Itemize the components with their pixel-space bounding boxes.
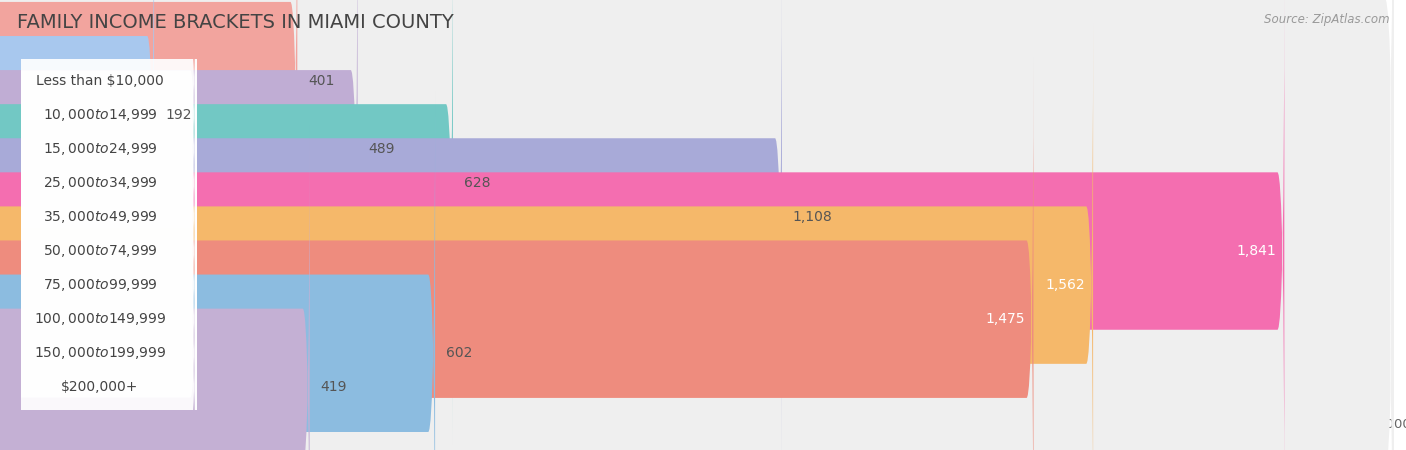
FancyBboxPatch shape xyxy=(0,0,197,343)
FancyBboxPatch shape xyxy=(0,0,197,450)
Text: 419: 419 xyxy=(321,380,347,394)
Text: 1,841: 1,841 xyxy=(1236,244,1277,258)
FancyBboxPatch shape xyxy=(0,0,357,411)
Text: $15,000 to $24,999: $15,000 to $24,999 xyxy=(42,141,157,157)
FancyBboxPatch shape xyxy=(0,0,1284,450)
Text: $100,000 to $149,999: $100,000 to $149,999 xyxy=(34,311,166,327)
Text: 628: 628 xyxy=(464,176,491,190)
Text: 1,475: 1,475 xyxy=(986,312,1025,326)
FancyBboxPatch shape xyxy=(0,0,197,446)
FancyBboxPatch shape xyxy=(0,26,1393,450)
FancyBboxPatch shape xyxy=(0,22,197,450)
FancyBboxPatch shape xyxy=(0,57,197,450)
Text: 401: 401 xyxy=(308,74,335,88)
Text: 1,562: 1,562 xyxy=(1045,278,1085,292)
FancyBboxPatch shape xyxy=(0,0,197,411)
Text: 1,108: 1,108 xyxy=(793,210,832,224)
FancyBboxPatch shape xyxy=(0,0,197,450)
Text: 602: 602 xyxy=(446,346,472,360)
FancyBboxPatch shape xyxy=(0,23,1092,450)
FancyBboxPatch shape xyxy=(0,125,309,450)
FancyBboxPatch shape xyxy=(0,0,782,450)
Text: 192: 192 xyxy=(165,108,191,122)
FancyBboxPatch shape xyxy=(0,0,453,445)
Text: $50,000 to $74,999: $50,000 to $74,999 xyxy=(42,243,157,259)
FancyBboxPatch shape xyxy=(0,0,197,377)
FancyBboxPatch shape xyxy=(0,91,197,450)
FancyBboxPatch shape xyxy=(0,0,1393,408)
Text: $150,000 to $199,999: $150,000 to $199,999 xyxy=(34,345,166,361)
Text: $200,000+: $200,000+ xyxy=(62,380,139,394)
Text: $25,000 to $34,999: $25,000 to $34,999 xyxy=(42,175,157,191)
Text: $10,000 to $14,999: $10,000 to $14,999 xyxy=(42,107,157,123)
FancyBboxPatch shape xyxy=(0,57,1033,450)
Text: Less than $10,000: Less than $10,000 xyxy=(37,74,163,88)
FancyBboxPatch shape xyxy=(0,125,197,450)
FancyBboxPatch shape xyxy=(0,91,434,450)
Text: 489: 489 xyxy=(368,142,395,156)
FancyBboxPatch shape xyxy=(0,0,1393,442)
FancyBboxPatch shape xyxy=(0,60,1393,450)
FancyBboxPatch shape xyxy=(0,0,155,377)
FancyBboxPatch shape xyxy=(0,0,297,343)
Text: Source: ZipAtlas.com: Source: ZipAtlas.com xyxy=(1264,14,1389,27)
Text: $35,000 to $49,999: $35,000 to $49,999 xyxy=(42,209,157,225)
Text: FAMILY INCOME BRACKETS IN MIAMI COUNTY: FAMILY INCOME BRACKETS IN MIAMI COUNTY xyxy=(17,14,454,32)
Text: $75,000 to $99,999: $75,000 to $99,999 xyxy=(42,277,157,293)
